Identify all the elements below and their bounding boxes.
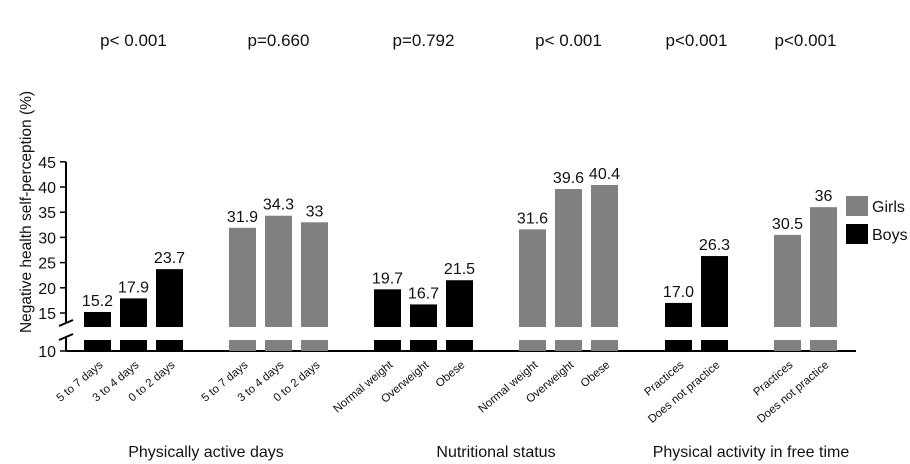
- bar-boys-overweight: [410, 304, 437, 327]
- group-label-nutritional-status: Nutritional status: [436, 444, 555, 461]
- bar-boys-5-to-7-days-stub: [84, 340, 111, 351]
- bar-boys-does-not-practice: [701, 256, 728, 327]
- bar-girls-3-to-4-days-stub: [265, 340, 292, 351]
- value-label: 40.4: [589, 166, 620, 183]
- y-axis-label: Negative health self-perception (%): [18, 91, 35, 333]
- bar-boys-0-to-2-days-stub: [156, 340, 183, 351]
- bar-boys-does-not-practice-stub: [701, 340, 728, 351]
- legend-swatch-girls: [846, 196, 868, 216]
- p-value-label: p<0.001: [666, 31, 728, 50]
- value-label: 36: [815, 188, 833, 205]
- y-tick-label: 25: [38, 256, 56, 273]
- value-label: 19.7: [372, 270, 403, 287]
- value-label: 33: [306, 203, 324, 220]
- value-label: 21.5: [444, 261, 475, 278]
- category-label: Normal weight: [476, 359, 541, 416]
- bar-girls-5-to-7-days-stub: [229, 340, 256, 351]
- value-label: 15.2: [82, 293, 113, 310]
- category-label: Obese: [579, 359, 613, 390]
- y-axis-label-group: Negative health self-perception (%): [18, 91, 35, 333]
- bar-boys-5-to-7-days: [84, 311, 111, 327]
- legend-label-girls: Girls: [872, 199, 905, 216]
- bar-boys-overweight-stub: [410, 340, 437, 351]
- p-value-label: p=0.660: [248, 31, 310, 50]
- bar-boys-3-to-4-days: [120, 298, 147, 327]
- bar-boys-practices: [665, 302, 692, 327]
- value-label: 39.6: [553, 170, 584, 187]
- y-tick-label: 20: [38, 281, 56, 298]
- bar-girls-obese-stub: [591, 340, 618, 351]
- bar-girls-does-not-practice-stub: [810, 340, 837, 351]
- bar-boys-practices-stub: [665, 340, 692, 351]
- bar-girls-obese: [591, 184, 618, 327]
- bar-girls-overweight: [555, 189, 582, 327]
- y-tick-label: 10: [38, 344, 56, 361]
- bar-girls-0-to-2-days-stub: [301, 340, 328, 351]
- bar-girls-normal-weight-stub: [519, 340, 546, 351]
- bar-girls-practices-stub: [774, 340, 801, 351]
- p-value-label: p<0.001: [775, 31, 837, 50]
- bar-boys-normal-weight-stub: [374, 340, 401, 351]
- bar-girls-overweight-stub: [555, 340, 582, 351]
- legend: Girls Boys: [846, 196, 908, 244]
- group-label-physically-active-days: Physically active days: [128, 444, 284, 461]
- bars: [84, 184, 837, 351]
- y-tick-label: 45: [38, 155, 56, 172]
- value-label: 17.9: [118, 279, 149, 296]
- bar-boys-obese-stub: [446, 340, 473, 351]
- p-value-label: p=0.792: [393, 31, 455, 50]
- bar-girls-3-to-4-days: [265, 215, 292, 327]
- category-label: Obese: [434, 359, 468, 390]
- bar-girls-practices: [774, 234, 801, 327]
- value-label: 26.3: [699, 237, 730, 254]
- bar-boys-0-to-2-days: [156, 269, 183, 327]
- value-label: 30.5: [772, 216, 803, 233]
- axis-break-mark: [58, 333, 74, 341]
- bar-boys-normal-weight: [374, 289, 401, 327]
- p-value-label: p< 0.001: [535, 31, 602, 50]
- category-label: Normal weight: [331, 359, 396, 416]
- value-label: 31.6: [517, 210, 548, 227]
- group-label-physical-activity-in-free-time: Physical activity in free time: [653, 444, 850, 461]
- value-label: 23.7: [154, 250, 185, 267]
- bar-boys-obese: [446, 280, 473, 327]
- bar-girls-5-to-7-days: [229, 227, 256, 327]
- y-tick-label: 30: [38, 230, 56, 247]
- bar-girls-0-to-2-days: [301, 222, 328, 327]
- axis-break-mark: [58, 319, 74, 327]
- legend-label-boys: Boys: [872, 227, 908, 244]
- y-tick-label: 15: [38, 306, 56, 323]
- value-label: 17.0: [663, 284, 694, 301]
- bar-girls-normal-weight: [519, 229, 546, 327]
- value-label: 34.3: [263, 197, 294, 214]
- y-tick-label: 40: [38, 180, 56, 197]
- legend-swatch-boys: [846, 224, 868, 244]
- value-label: 31.9: [227, 209, 258, 226]
- bar-girls-does-not-practice: [810, 207, 837, 327]
- bar-boys-3-to-4-days-stub: [120, 340, 147, 351]
- y-tick-label: 35: [38, 205, 56, 222]
- value-label: 16.7: [408, 285, 439, 302]
- p-value-label: p< 0.001: [100, 31, 167, 50]
